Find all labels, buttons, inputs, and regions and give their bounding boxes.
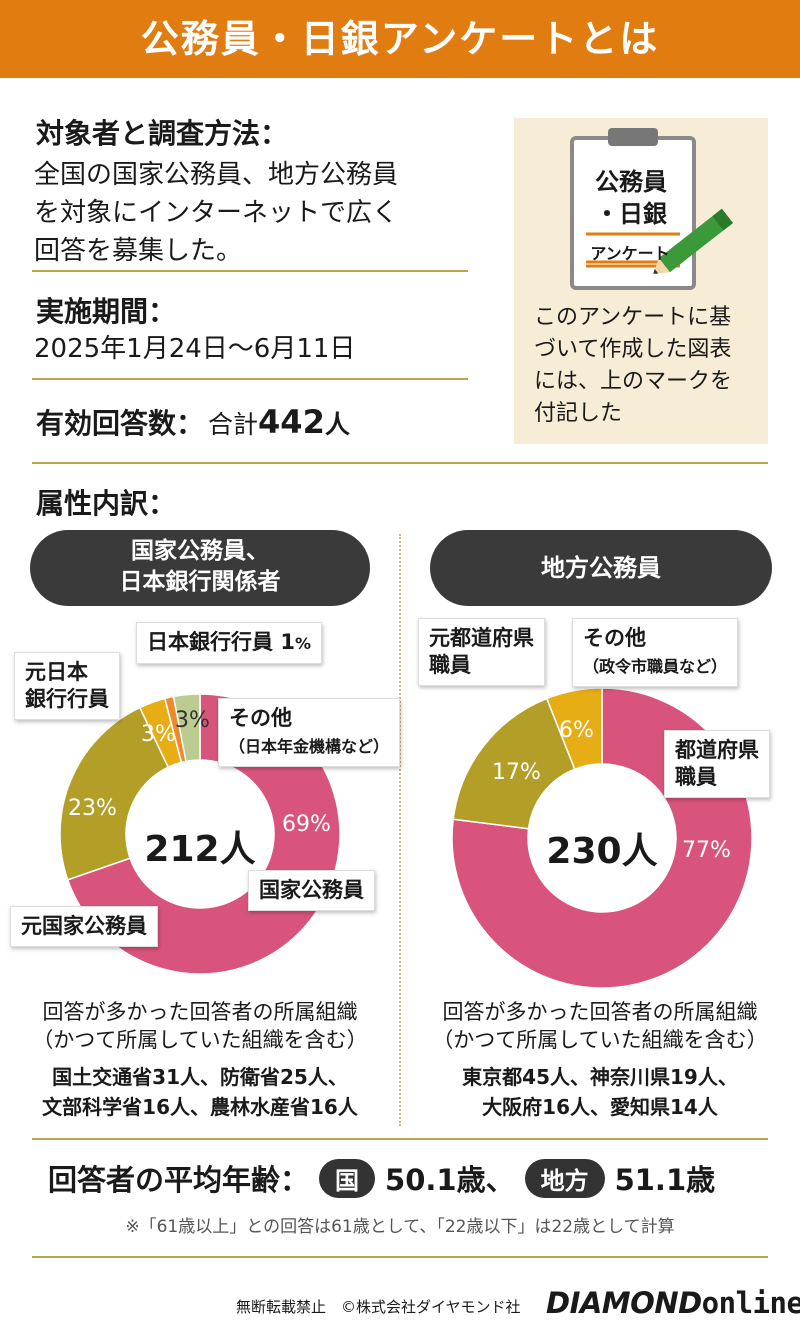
org-line: 文部科学省16人、農林水産省16人: [42, 1095, 358, 1119]
local-badge: 地方: [524, 1158, 605, 1198]
donut-slice-0-4: [172, 693, 201, 763]
callout-text: 日本銀行行員: [147, 630, 273, 654]
diamond-online-logo: DIAMONDonline: [546, 1286, 800, 1320]
callout-text: 職員: [675, 765, 717, 789]
count-prefix: 合計: [208, 410, 259, 439]
method-line: 回答を募集した。: [34, 236, 243, 266]
callout-text: 職員: [429, 653, 471, 677]
national-badge: 国: [319, 1158, 376, 1198]
pct-label-former-national: 23%: [68, 796, 117, 821]
donut-slice-0-1: [59, 706, 170, 881]
logo-sub: online: [701, 1286, 800, 1320]
logo-main: DIAMOND: [546, 1286, 702, 1320]
footnote: ※「61歳以上」との回答は61歳として、「22歳以下」は22歳として計算: [125, 1217, 675, 1237]
org-line: 国土交通省31人、防衛省25人、: [52, 1065, 348, 1089]
period-label: 実施期間：: [36, 295, 177, 328]
national-age: 50.1歳、: [385, 1163, 515, 1197]
divider: [32, 462, 768, 464]
org-title-line: 回答が多かった回答者の所属組織: [442, 1000, 758, 1024]
copyright: 無断転載禁止 ©株式会社ダイヤモンド社: [236, 1298, 521, 1316]
callout-former-pref: 元都道府県 職員: [418, 618, 545, 686]
mark-note: このアンケートに基 づいて作成した図表 には、上のマークを 付記した: [534, 302, 760, 430]
callout-pref: 都道府県 職員: [664, 730, 770, 798]
local-age: 51.1歳: [614, 1163, 716, 1197]
callout-text: 元都道府県: [429, 626, 534, 650]
divider: [32, 270, 468, 272]
count-unit: 人: [324, 410, 350, 439]
average-age: 回答者の平均年齢： 国 50.1歳、 地方 51.1歳: [48, 1152, 715, 1204]
callout-text: 1: [280, 630, 295, 654]
callout-subtext: （日本年金機構など）: [229, 737, 390, 756]
callout-text: 銀行行員: [25, 687, 109, 711]
page-title: 公務員・日銀アンケートとは: [0, 0, 800, 78]
callout-other-national: その他 （日本年金機構など）: [218, 698, 401, 767]
org-title-line: （かつて所属していた組織を含む）: [32, 1028, 368, 1052]
mark-line: アンケート: [590, 244, 670, 263]
pct-label-former-boj: 3%: [141, 722, 176, 747]
org-title-local: 回答が多かった回答者の所属組織 （かつて所属していた組織を含む）: [410, 998, 790, 1054]
callout-text: 元日本: [25, 660, 88, 684]
mark-line: 公務員: [595, 168, 667, 196]
donut-slice-1-2: [545, 687, 603, 771]
callout-boj: 日本銀行行員 1%: [136, 622, 322, 664]
org-list-local: 東京都45人、神奈川県19人、 大阪府16人、愛知県14人: [410, 1062, 790, 1122]
note-line: このアンケートに基: [534, 305, 732, 330]
callout-text: 都道府県: [675, 738, 759, 762]
clipboard-icon: [570, 128, 733, 290]
callout-other-local: その他 （政令市職員など）: [572, 618, 739, 687]
org-title-line: （かつて所属していた組織を含む）: [432, 1028, 768, 1052]
pct-label-former-pref: 17%: [492, 760, 541, 785]
method-text: 全国の国家公務員、地方公務員 を対象にインターネットで広く 回答を募集した。: [34, 156, 484, 270]
org-title-national: 回答が多かった回答者の所属組織 （かつて所属していた組織を含む）: [10, 998, 390, 1054]
divider: [32, 1256, 768, 1258]
pct-label-other-national: 3%: [175, 708, 210, 733]
callout-former-national: 元国家公務員: [10, 906, 158, 947]
callout-text: その他: [229, 706, 292, 730]
pct-label-other-local: 6%: [559, 718, 594, 743]
attribute-label: 属性内訳：: [36, 487, 177, 520]
org-line: 東京都45人、神奈川県19人、: [462, 1065, 738, 1089]
method-label: 対象者と調査方法：: [36, 117, 289, 150]
divider: [32, 378, 468, 380]
note-line: づいて作成した図表: [534, 337, 732, 362]
center-total-local: 230人: [546, 831, 658, 872]
count-value: 442: [258, 403, 325, 441]
count-label: 有効回答数：: [36, 407, 205, 440]
callout-former-boj: 元日本 銀行行員: [14, 652, 120, 720]
callout-national: 国家公務員: [248, 870, 375, 911]
callout-text: その他: [583, 626, 646, 650]
chart1-title: 国家公務員、 日本銀行関係者: [30, 530, 370, 606]
org-line: 大阪府16人、愛知県14人: [482, 1095, 718, 1119]
column-divider: [399, 534, 401, 1126]
org-list-national: 国土交通省31人、防衛省25人、 文部科学省16人、農林水産省16人: [10, 1062, 390, 1122]
note-line: 付記した: [534, 401, 623, 426]
mark-title: 公務員 ・日銀: [576, 166, 686, 230]
callout-unit: %: [294, 634, 311, 653]
avg-age-label: 回答者の平均年齢：: [48, 1163, 310, 1197]
method-line: を対象にインターネットで広く: [34, 198, 399, 228]
mark-line: ・日銀: [595, 200, 667, 228]
divider: [32, 1138, 768, 1140]
center-total-national: 212人: [144, 829, 256, 870]
chart2-title: 地方公務員: [430, 530, 772, 606]
method-line: 全国の国家公務員、地方公務員: [34, 160, 399, 190]
note-line: には、上のマークを: [534, 369, 733, 394]
pct-label-pref: 77%: [682, 838, 731, 863]
org-title-line: 回答が多かった回答者の所属組織: [42, 1000, 358, 1024]
response-count: 有効回答数： 合計 442 人: [36, 402, 350, 442]
chart1-title-line: 日本銀行関係者: [119, 569, 281, 595]
chart1-title-line: 国家公務員、: [131, 538, 269, 564]
pct-label-national: 69%: [282, 812, 331, 837]
callout-subtext: （政令市職員など）: [583, 657, 728, 676]
period-value: 2025年1月24日〜6月11日: [34, 334, 356, 364]
